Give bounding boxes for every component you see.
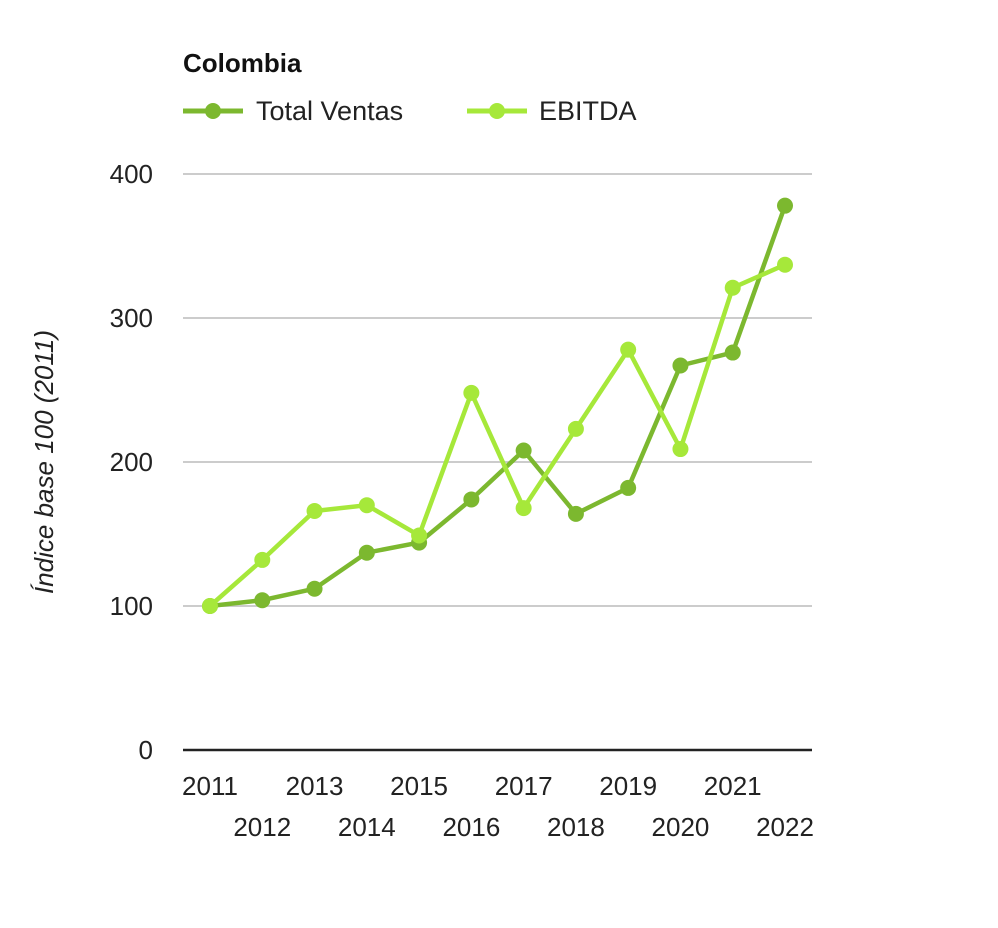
data-point-ebitda[interactable] (620, 341, 637, 358)
y-tick-label: 400 (110, 159, 153, 189)
x-tick-label: 2017 (495, 771, 553, 801)
x-tick-label: 2014 (338, 812, 396, 842)
y-tick-label: 100 (110, 591, 153, 621)
series-line-ebitda (208, 262, 786, 608)
data-point-ebitda[interactable] (358, 497, 375, 514)
x-tick-label: 2019 (599, 771, 657, 801)
data-point-ebitda[interactable] (254, 551, 271, 568)
data-point-total-ventas[interactable] (620, 479, 637, 496)
legend-marker-ebitda (489, 103, 505, 119)
y-axis-label: Índice base 100 (2011) (29, 330, 59, 594)
y-axis-ticks: 0 100 200 300 400 (110, 159, 153, 765)
y-tick-label: 0 (139, 735, 153, 765)
x-tick-label: 2011 (182, 771, 238, 801)
x-tick-label: 2012 (233, 812, 291, 842)
y-tick-label: 200 (110, 447, 153, 477)
data-point-ebitda[interactable] (724, 279, 741, 296)
x-tick-label: 2016 (442, 812, 500, 842)
data-point-ebitda[interactable] (463, 384, 480, 401)
legend-label-total-ventas: Total Ventas (256, 96, 403, 126)
data-point-total-ventas[interactable] (306, 580, 323, 597)
data-point-ebitda[interactable] (515, 500, 532, 517)
data-point-total-ventas[interactable] (463, 491, 480, 508)
data-point-ebitda[interactable] (306, 502, 323, 519)
data-point-total-ventas[interactable] (672, 357, 689, 374)
data-point-ebitda[interactable] (777, 256, 793, 273)
x-tick-label: 2020 (652, 812, 710, 842)
chart-title: Colombia (183, 48, 302, 78)
x-tick-label: 2021 (704, 771, 762, 801)
data-point-total-ventas[interactable] (567, 505, 584, 522)
legend-label-ebitda: EBITDA (539, 96, 637, 126)
gridlines (183, 173, 812, 752)
legend-marker-total-ventas (205, 103, 221, 119)
legend-item-ebitda[interactable]: EBITDA (467, 96, 637, 126)
data-point-total-ventas[interactable] (777, 197, 793, 214)
data-point-ebitda[interactable] (672, 441, 689, 458)
data-point-total-ventas[interactable] (724, 344, 741, 361)
data-point-total-ventas[interactable] (254, 592, 271, 609)
legend: Total Ventas EBITDA (183, 96, 637, 126)
series-line-total-ventas (209, 204, 788, 609)
legend-item-total-ventas[interactable]: Total Ventas (183, 96, 403, 126)
data-point-total-ventas[interactable] (515, 442, 532, 459)
data-point-total-ventas[interactable] (358, 544, 375, 561)
y-tick-label: 300 (110, 303, 153, 333)
data-point-ebitda[interactable] (567, 420, 584, 437)
x-axis-ticks: 2011 2012 2013 2014 2015 2016 2017 2018 2019 2020… (182, 771, 814, 842)
x-tick-label: 2015 (390, 771, 448, 801)
x-tick-label: 2013 (286, 771, 344, 801)
data-point-ebitda[interactable] (202, 598, 218, 614)
x-tick-label: 2022 (756, 812, 814, 842)
x-tick-label: 2018 (547, 812, 605, 842)
data-point-ebitda[interactable] (411, 527, 428, 544)
series-layer (202, 197, 793, 614)
